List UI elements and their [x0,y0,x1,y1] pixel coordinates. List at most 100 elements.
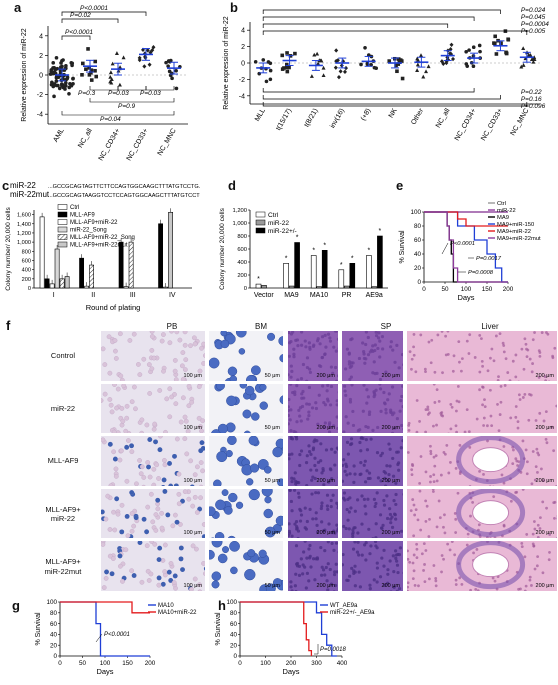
cell [399,446,403,450]
cell [138,471,144,477]
column-label-liver: Liver [481,322,499,331]
cell [511,359,515,363]
data-point [87,73,92,77]
p-value: P=0.096 [521,103,546,110]
blast-cell [114,495,120,501]
cell [308,543,312,548]
cell [474,588,478,591]
scale-bar-label: 200 μm [381,582,400,589]
cell [182,330,188,335]
cell [288,488,292,492]
x-axis-label: Days [457,293,474,302]
cell [151,466,157,472]
cell [344,526,348,530]
panel-label-d: d [228,178,236,193]
cell [383,583,387,587]
cell [403,331,404,334]
cell [466,532,470,536]
cell [148,491,154,497]
scale-bar-label: 50 μm [264,477,280,484]
cell [321,568,326,572]
cell [137,458,142,463]
legend-label: Ctrl [497,201,506,207]
data-point [471,64,476,68]
cell [111,429,117,434]
cell [371,344,375,348]
cell [323,420,327,425]
histology-texture [342,383,403,434]
legend-label: MLL-AF9+miR-22_Song [70,235,135,241]
cell [308,554,312,558]
cell [139,464,145,470]
blast-cell [203,566,205,571]
cell [540,331,544,334]
scale-bar-label: 50 μm [264,425,280,431]
cell [509,415,513,419]
cell [486,369,490,373]
cell [544,379,548,381]
data-point [52,94,56,99]
cell [182,367,188,373]
y-tick-label: 100 [226,599,237,606]
cell [344,367,348,371]
blast-cell [162,488,168,494]
cell [184,451,190,457]
data-point [167,69,172,74]
sig-bracket [262,9,501,14]
cell [505,432,506,434]
blast-cell [201,533,205,539]
cell [366,335,370,340]
cell [118,373,124,379]
vessel [472,552,510,578]
cell [301,563,305,567]
data-point [268,68,273,73]
y-tick-label: 0 [28,286,31,292]
p-pointer [314,644,319,655]
cell [486,423,489,427]
y-tick-label: 40 [230,632,238,639]
cell [374,501,378,505]
x-tick-label: 50 [79,660,87,667]
cell [427,534,431,538]
y-tick-label: 0 [39,73,43,80]
cell [402,492,403,496]
cell [444,334,448,338]
seq-mut: ...GCCGCAGTAAGGTCCTCCAGTGGCAAGCTTTATGTCC… [48,193,200,199]
row-label: MLL-AF9+ miR-22mut [44,557,82,576]
y-tick-label: 4 [241,28,245,35]
category-label: II [91,292,95,299]
cell [107,396,113,402]
x-tick-label: 0 [238,660,242,667]
cell [362,497,366,501]
scale-bar-label: 200 μm [381,425,400,431]
cell [467,352,471,355]
cell [223,505,233,515]
scale-bar-label: 200 μm [316,372,335,379]
x-tick-label: 0 [422,286,426,293]
bar [321,250,328,289]
cell [469,485,472,486]
cell [388,447,392,451]
cell [101,542,106,547]
cell [328,402,333,407]
cell [419,333,423,337]
y-tick-label: 1,000 [17,240,31,246]
cell [296,491,301,495]
cell [111,509,116,515]
cell [411,497,415,501]
data-point [318,58,323,63]
cell [379,409,383,413]
legend-label: WT_AE9a [330,603,358,609]
x-tick-label: 200 [286,660,297,667]
survival-curve [60,601,150,657]
cell [235,501,244,509]
blast-cell [180,498,185,504]
cell [422,569,425,572]
cell [497,375,500,379]
cell [305,556,309,560]
data-point [334,48,339,53]
cell [363,543,367,547]
cell [182,488,188,494]
cell [481,402,484,406]
cell [329,365,333,369]
